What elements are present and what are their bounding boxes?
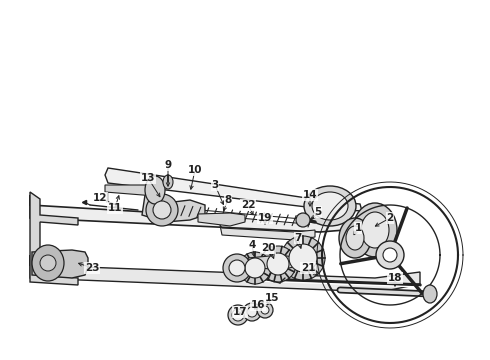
Polygon shape: [105, 185, 160, 196]
Ellipse shape: [257, 302, 273, 318]
Text: 21: 21: [301, 263, 315, 273]
Ellipse shape: [260, 246, 296, 282]
Text: 3: 3: [211, 180, 219, 190]
Polygon shape: [30, 255, 420, 292]
Text: 8: 8: [224, 195, 232, 205]
Text: 12: 12: [93, 193, 107, 203]
Ellipse shape: [376, 241, 404, 269]
Ellipse shape: [383, 248, 397, 262]
Ellipse shape: [312, 192, 348, 220]
Ellipse shape: [423, 285, 437, 303]
Text: 1: 1: [354, 223, 362, 233]
Ellipse shape: [289, 244, 317, 272]
Polygon shape: [105, 168, 362, 211]
Ellipse shape: [261, 306, 269, 314]
Text: 15: 15: [265, 293, 279, 303]
Ellipse shape: [163, 175, 173, 189]
Text: 2: 2: [387, 213, 393, 223]
Ellipse shape: [247, 307, 257, 317]
Ellipse shape: [245, 258, 265, 278]
Text: 4: 4: [248, 240, 256, 250]
Ellipse shape: [239, 252, 271, 284]
Text: 18: 18: [388, 273, 402, 283]
Ellipse shape: [281, 236, 325, 280]
Ellipse shape: [243, 303, 261, 321]
Ellipse shape: [267, 253, 289, 275]
Text: 6: 6: [267, 243, 273, 253]
Ellipse shape: [153, 201, 171, 219]
Text: 10: 10: [188, 165, 202, 175]
Polygon shape: [248, 255, 300, 270]
Text: 7: 7: [294, 233, 302, 243]
Ellipse shape: [304, 186, 356, 226]
Ellipse shape: [223, 254, 251, 282]
Ellipse shape: [361, 212, 389, 248]
Text: 20: 20: [261, 243, 275, 253]
Text: 23: 23: [85, 263, 99, 273]
Text: 11: 11: [108, 203, 122, 213]
Ellipse shape: [296, 213, 310, 227]
Text: 19: 19: [258, 213, 272, 223]
Text: 22: 22: [241, 200, 255, 210]
Text: 9: 9: [165, 160, 172, 170]
Text: 5: 5: [315, 207, 321, 217]
Polygon shape: [198, 213, 245, 226]
Polygon shape: [220, 225, 315, 240]
Ellipse shape: [146, 194, 178, 226]
Ellipse shape: [346, 226, 364, 250]
Polygon shape: [30, 195, 370, 232]
Polygon shape: [32, 250, 88, 278]
Text: 17: 17: [233, 307, 247, 317]
Ellipse shape: [228, 305, 248, 325]
Ellipse shape: [232, 309, 244, 321]
Ellipse shape: [32, 245, 64, 281]
Polygon shape: [30, 192, 78, 285]
Ellipse shape: [40, 255, 56, 271]
Ellipse shape: [229, 260, 245, 276]
Text: 14: 14: [303, 190, 318, 200]
Text: 13: 13: [141, 173, 155, 183]
Ellipse shape: [353, 203, 397, 257]
Ellipse shape: [145, 176, 165, 204]
Ellipse shape: [339, 218, 371, 258]
Text: 16: 16: [251, 300, 265, 310]
Polygon shape: [142, 195, 205, 222]
